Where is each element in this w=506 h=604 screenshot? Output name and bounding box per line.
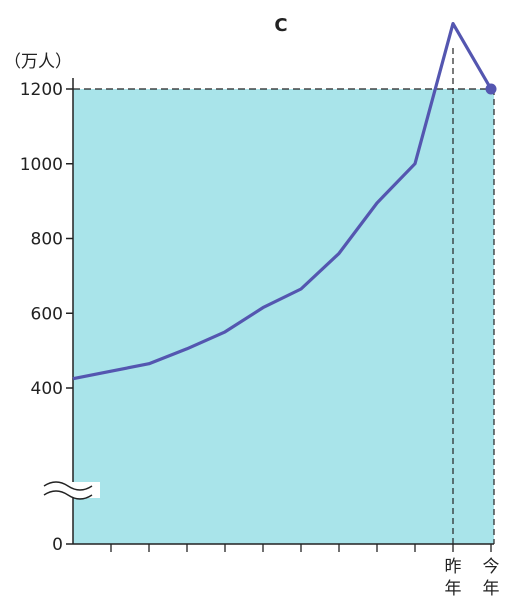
y-tick-label-0: 0 <box>52 535 63 555</box>
series-line-0 <box>72 22 493 381</box>
y-tick-label-800: 800 <box>31 230 63 250</box>
x-category-label-10: 昨年 <box>445 557 462 599</box>
chart-title: C <box>274 15 287 36</box>
plot-area <box>73 89 494 544</box>
y-tick-label-400: 400 <box>31 379 63 399</box>
x-category-label-11: 今年 <box>483 557 500 599</box>
axis-break-wave-top <box>43 481 93 491</box>
axis-break-wave-bottom <box>43 490 93 500</box>
y-tick-label-600: 600 <box>31 304 63 324</box>
y-tick-label-1000: 1000 <box>20 155 63 175</box>
y-tick-label-1200: 1200 <box>20 80 63 100</box>
y-axis-unit-label: （万人） <box>4 52 72 72</box>
series-end-marker <box>485 83 497 95</box>
axis-break-mask <box>40 482 100 498</box>
